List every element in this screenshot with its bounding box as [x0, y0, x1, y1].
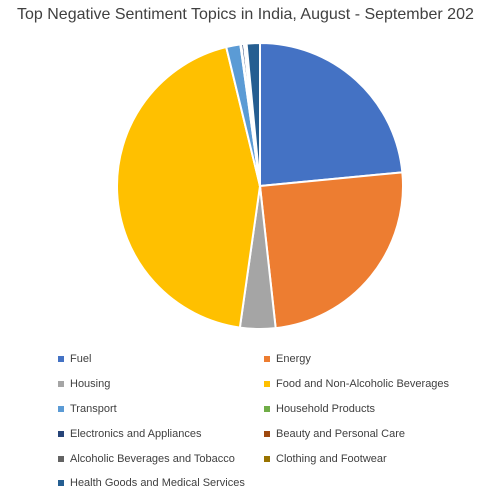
legend-label: Household Products: [276, 403, 376, 415]
legend-label: Energy: [276, 353, 311, 365]
legend-item: Household Products: [264, 403, 375, 415]
legend-label: Clothing and Footwear: [276, 453, 387, 465]
pie-slice-1: [258, 171, 404, 330]
pie-chart: [116, 41, 404, 330]
legend-item: Clothing and Footwear: [264, 453, 387, 465]
legend-swatch: [264, 406, 270, 412]
legend-label: Health Goods and Medical Services: [70, 477, 245, 489]
legend-swatch: [58, 480, 64, 486]
legend-item: Food and Non-Alcoholic Beverages: [264, 378, 449, 390]
legend-item: Beauty and Personal Care: [264, 428, 405, 440]
legend-swatch: [58, 406, 64, 412]
legend-item: Health Goods and Medical Services: [58, 477, 245, 489]
legend-label: Fuel: [70, 353, 92, 365]
legend-item: Housing: [58, 378, 110, 390]
legend-label: Alcoholic Beverages and Tobacco: [70, 453, 235, 465]
legend-label: Beauty and Personal Care: [276, 428, 406, 440]
legend-item: Fuel: [58, 353, 91, 365]
legend-swatch: [264, 356, 270, 362]
legend-swatch: [264, 456, 270, 462]
legend-label: Food and Non-Alcoholic Beverages: [276, 378, 450, 390]
legend-swatch: [58, 356, 64, 362]
pie-slice-10: [245, 41, 261, 187]
legend-swatch: [264, 381, 270, 387]
legend-item: Energy: [264, 353, 311, 365]
legend-swatch: [58, 381, 64, 387]
chart-title: Top Negative Sentiment Topics in India, …: [17, 6, 474, 23]
legend-swatch: [264, 431, 270, 437]
legend-label: Electronics and Appliances: [70, 428, 202, 440]
pie-slice-0: [259, 41, 404, 188]
legend-swatch: [58, 456, 64, 462]
legend-item: Transport: [58, 403, 117, 415]
legend-item: Electronics and Appliances: [58, 428, 201, 440]
pie-slice-3: [116, 45, 262, 329]
legend-label: Housing: [70, 378, 111, 390]
legend-swatch: [58, 431, 64, 437]
legend-label: Transport: [70, 403, 117, 415]
legend-item: Alcoholic Beverages and Tobacco: [58, 453, 235, 465]
